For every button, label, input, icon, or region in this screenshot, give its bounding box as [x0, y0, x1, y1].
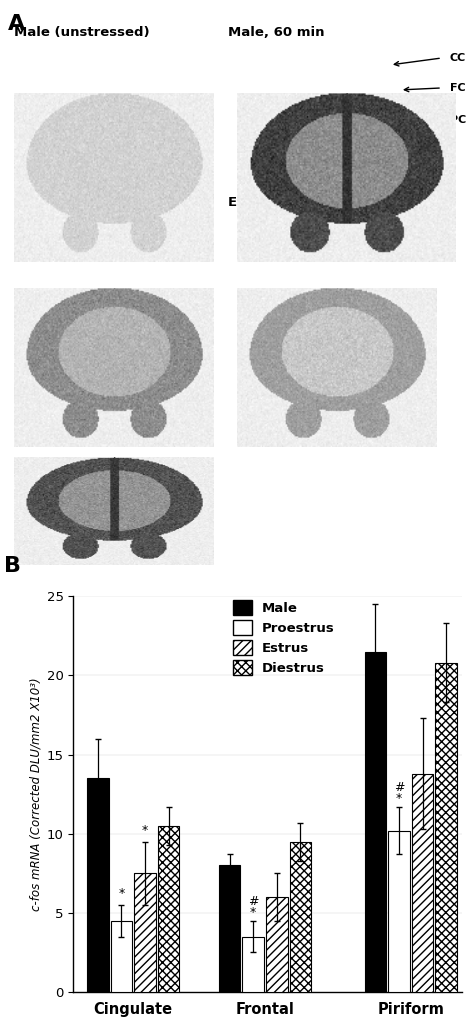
- Text: PC: PC: [450, 115, 466, 125]
- Text: Male, 60 min: Male, 60 min: [228, 26, 325, 39]
- Text: #: #: [248, 895, 258, 908]
- Text: Diestrus, 60 min: Diestrus, 60 min: [14, 368, 137, 380]
- Text: *: *: [396, 793, 402, 805]
- Y-axis label: c-fos mRNA (Corrected DLU/mm2 X10³): c-fos mRNA (Corrected DLU/mm2 X10³): [29, 677, 43, 911]
- Bar: [290, 842, 311, 992]
- Bar: [266, 897, 288, 992]
- Text: A: A: [8, 14, 25, 34]
- Bar: [388, 831, 410, 992]
- Bar: [87, 778, 109, 992]
- Bar: [219, 866, 240, 992]
- Bar: [365, 652, 386, 992]
- Text: CC: CC: [450, 53, 466, 63]
- Legend: Male, Proestrus, Estrus, Diestrus: Male, Proestrus, Estrus, Diestrus: [228, 595, 340, 681]
- Text: *: *: [250, 907, 256, 919]
- Bar: [435, 663, 457, 992]
- Text: Proestrus, 60 min: Proestrus, 60 min: [14, 196, 147, 209]
- Text: B: B: [3, 556, 20, 577]
- Text: *: *: [142, 823, 148, 837]
- Bar: [242, 937, 264, 992]
- Bar: [412, 773, 433, 992]
- Bar: [134, 874, 156, 992]
- Bar: [158, 825, 180, 992]
- Bar: [110, 921, 132, 992]
- Text: FC: FC: [450, 83, 465, 93]
- Text: #: #: [394, 781, 404, 794]
- Text: *: *: [118, 887, 125, 901]
- Text: Male (unstressed): Male (unstressed): [14, 26, 150, 39]
- Text: Estrus, 60 min: Estrus, 60 min: [228, 196, 336, 209]
